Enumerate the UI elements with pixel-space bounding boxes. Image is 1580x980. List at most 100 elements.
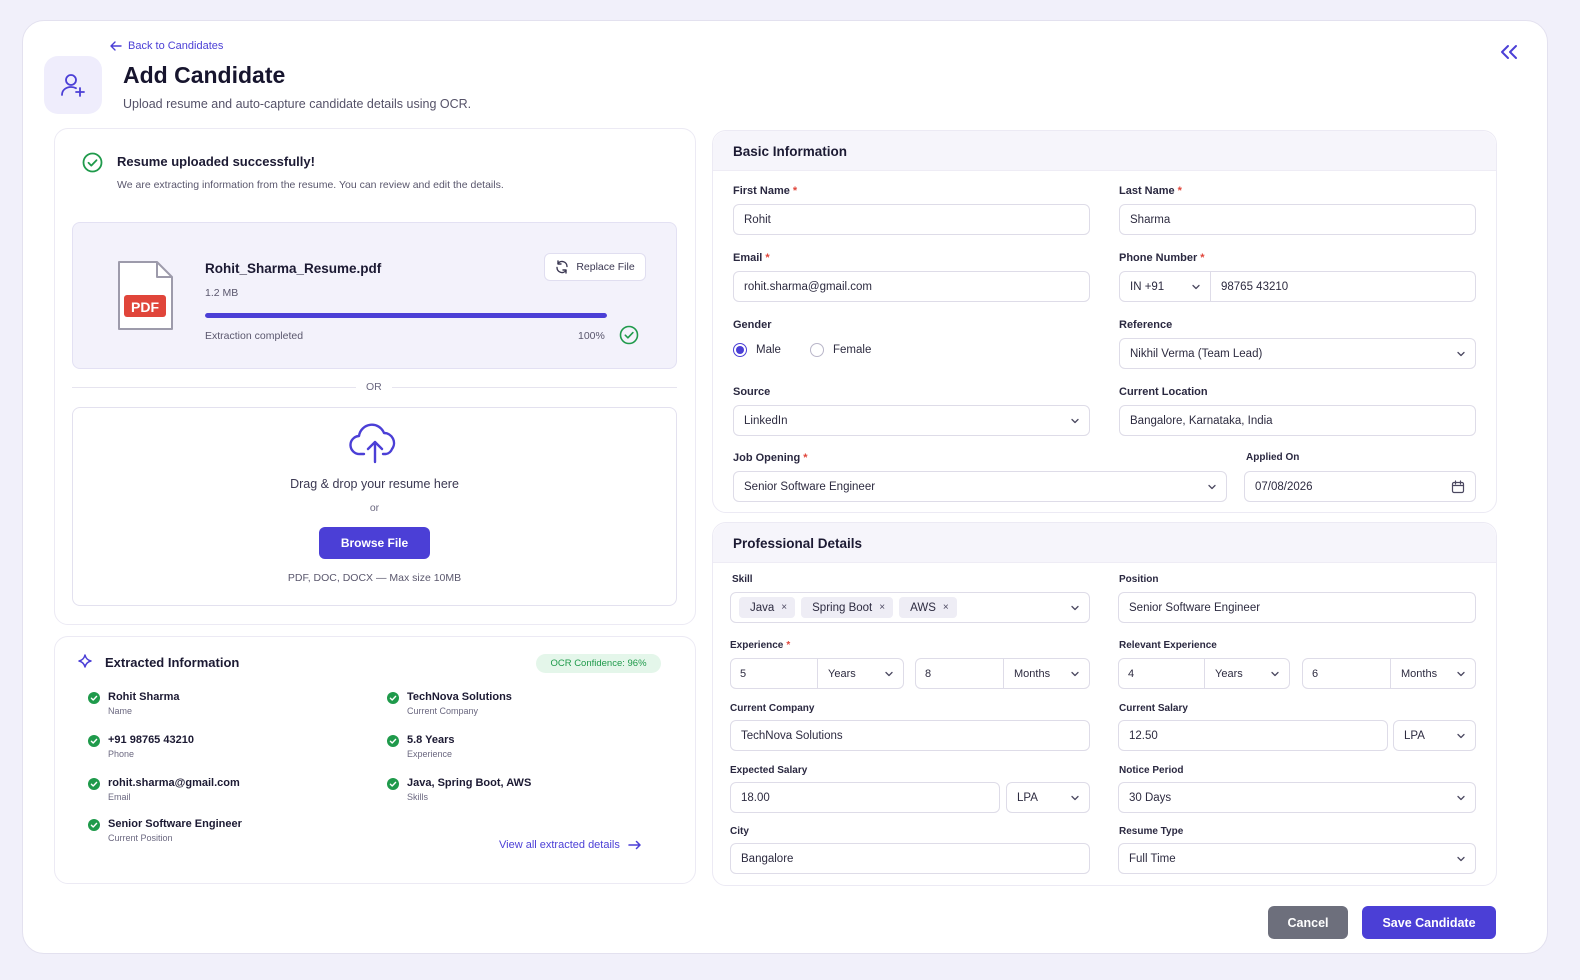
remove-chip-icon[interactable]: ×: [781, 602, 788, 613]
email-field[interactable]: rohit.sharma@gmail.com: [733, 271, 1090, 302]
page-subtitle: Upload resume and auto-capture candidate…: [123, 97, 472, 111]
experience-years-value[interactable]: 5: [731, 659, 818, 688]
gender-label: Gender: [733, 319, 772, 331]
phone-label: Phone Number *: [1119, 252, 1205, 264]
experience-months-input[interactable]: 8 Months: [915, 658, 1090, 689]
professional-details-card: Professional Details: [712, 522, 1497, 886]
check-dot-icon: [387, 692, 399, 704]
extracted-key: Experience: [407, 749, 453, 759]
current-company-label: Current Company: [730, 703, 815, 714]
experience-months-value[interactable]: 8: [916, 659, 1004, 688]
save-candidate-button[interactable]: Save Candidate: [1362, 906, 1496, 939]
browse-file-button[interactable]: Browse File: [319, 527, 430, 559]
dropzone-or: or: [369, 502, 380, 514]
source-select[interactable]: LinkedIn: [733, 405, 1090, 436]
file-size: 1.2 MB: [205, 287, 239, 299]
relevant-years-input[interactable]: 4 Years: [1118, 658, 1290, 689]
job-opening-select[interactable]: Senior Software Engineer: [733, 471, 1227, 502]
reference-select[interactable]: Nikhil Verma (Team Lead): [1119, 338, 1476, 369]
notice-period-label: Notice Period: [1119, 765, 1184, 776]
progress-complete-check-icon: [619, 325, 639, 345]
relevant-months-unit-select[interactable]: Months: [1391, 659, 1475, 688]
notice-period-select[interactable]: 30 Days: [1118, 782, 1476, 813]
current-salary-field[interactable]: 12.50: [1118, 720, 1388, 751]
ocr-confidence-badge: OCR Confidence: 96%: [536, 654, 661, 673]
extracted-item-phone: +91 98765 43210 Phone: [88, 734, 194, 759]
upload-success-title: Resume uploaded successfully!: [117, 154, 315, 169]
applied-on-date-field[interactable]: 07/08/2026: [1244, 471, 1476, 502]
cancel-button[interactable]: Cancel: [1268, 906, 1348, 939]
gender-female-radio[interactable]: Female: [810, 343, 871, 357]
upload-success-subtitle: We are extracting information from the r…: [117, 179, 504, 191]
check-circle-icon: [82, 152, 103, 173]
relevant-years-value[interactable]: 4: [1119, 659, 1205, 688]
last-name-field[interactable]: Sharma: [1119, 204, 1476, 235]
first-name-field[interactable]: Rohit: [733, 204, 1090, 235]
relevant-months-value[interactable]: 6: [1303, 659, 1391, 688]
dropzone-text: Drag & drop your resume here: [290, 477, 459, 491]
current-company-field[interactable]: TechNova Solutions: [730, 720, 1090, 751]
add-user-icon: [61, 74, 85, 97]
remove-chip-icon[interactable]: ×: [879, 602, 886, 613]
progress-status: Extraction completed: [205, 330, 304, 342]
check-dot-icon: [387, 778, 399, 790]
extracted-value: Senior Software Engineer: [108, 818, 242, 830]
replace-file-button[interactable]: Replace File: [544, 253, 646, 281]
gender-male-radio[interactable]: Male: [733, 343, 781, 357]
chevron-down-icon: [885, 671, 893, 676]
save-label: Save Candidate: [1382, 915, 1476, 930]
check-dot-icon: [88, 819, 100, 831]
chevron-down-icon: [1071, 795, 1079, 800]
extracted-item-position: Senior Software Engineer Current Position: [88, 818, 242, 843]
relevant-experience-label: Relevant Experience: [1119, 640, 1217, 651]
extracted-item-email: rohit.sharma@gmail.com Email: [88, 777, 240, 802]
experience-months-unit-select[interactable]: Months: [1004, 659, 1089, 688]
resume-type-select[interactable]: Full Time: [1118, 843, 1476, 874]
cloud-upload-icon: [349, 423, 396, 464]
back-to-candidates-link[interactable]: Back to Candidates: [110, 40, 223, 52]
skill-chip-list: Java × Spring Boot × AWS ×: [739, 597, 963, 618]
back-label: Back to Candidates: [128, 40, 224, 52]
relevant-years-unit-select[interactable]: Years: [1205, 659, 1289, 688]
phone-country-code-select[interactable]: IN +91: [1119, 271, 1211, 302]
or-label: OR: [356, 381, 392, 393]
arrow-left-icon: [110, 41, 122, 51]
extraction-progress-fill: [205, 313, 607, 318]
experience-years-unit-select[interactable]: Years: [818, 659, 903, 688]
remove-chip-icon[interactable]: ×: [942, 602, 949, 613]
current-salary-unit-select[interactable]: LPA: [1393, 720, 1476, 751]
extracted-key: Email: [108, 792, 131, 802]
current-location-field[interactable]: Bangalore, Karnataka, India: [1119, 405, 1476, 436]
upload-success-banner: Resume uploaded successfully!: [82, 152, 315, 173]
city-field[interactable]: Bangalore: [730, 843, 1090, 874]
radio-selected-icon: [733, 343, 747, 357]
reference-label: Reference: [1119, 319, 1173, 331]
resume-type-label: Resume Type: [1119, 826, 1184, 837]
expected-salary-unit-select[interactable]: LPA: [1006, 782, 1090, 813]
phone-number-field[interactable]: 98765 43210: [1210, 271, 1476, 302]
extracted-item-name: Rohit Sharma Name: [88, 691, 180, 716]
radio-empty-icon: [810, 343, 824, 357]
extracted-value: 5.8 Years: [407, 734, 455, 746]
relevant-months-input[interactable]: 6 Months: [1302, 658, 1476, 689]
view-all-extracted-link[interactable]: View all extracted details: [499, 839, 642, 851]
collapse-panel-button[interactable]: [1496, 40, 1522, 64]
prof-details-header: Professional Details: [713, 523, 1496, 563]
skill-multiselect[interactable]: Java × Spring Boot × AWS ×: [730, 592, 1090, 623]
chevron-down-icon: [1457, 856, 1465, 861]
extracted-item-experience: 5.8 Years Experience: [387, 734, 455, 759]
double-chevron-left-icon: [1501, 45, 1517, 59]
chevron-down-icon: [1271, 671, 1279, 676]
job-opening-label: Job Opening *: [733, 452, 808, 464]
refresh-icon: [556, 260, 569, 274]
experience-label: Experience *: [730, 640, 791, 651]
browse-file-label: Browse File: [340, 536, 409, 550]
position-field[interactable]: Senior Software Engineer: [1118, 592, 1476, 623]
extraction-progress-bar: [205, 313, 607, 318]
arrow-right-icon: [628, 840, 641, 850]
experience-years-input[interactable]: 5 Years: [730, 658, 904, 689]
resume-dropzone[interactable]: [72, 407, 677, 606]
skill-chip-aws: AWS ×: [899, 597, 957, 618]
expected-salary-field[interactable]: 18.00: [730, 782, 1000, 813]
extracted-value: Rohit Sharma: [108, 691, 180, 703]
